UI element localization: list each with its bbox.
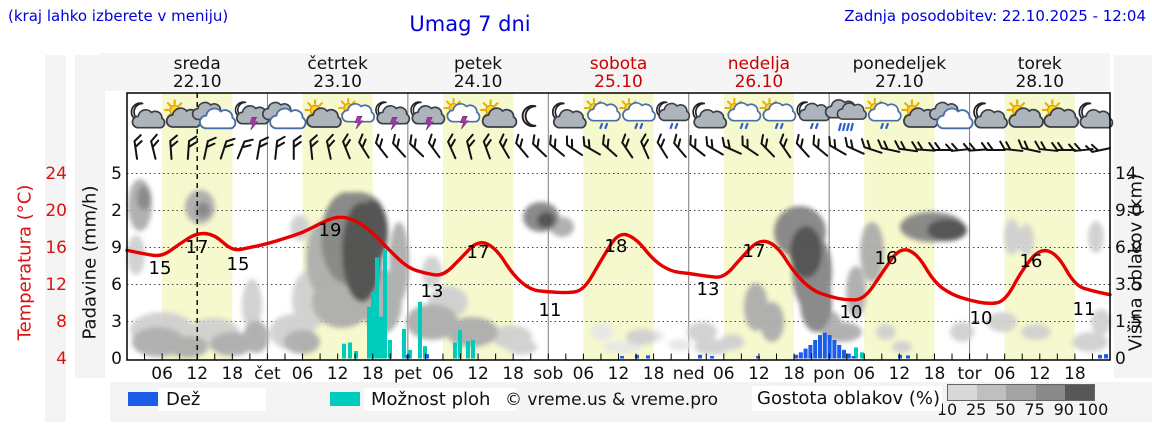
weather-icon-sun-cloud — [480, 99, 518, 128]
weather-icon-sun-rain — [619, 97, 656, 130]
weather-icon-sun-cloud — [304, 99, 342, 128]
rain-legend-label: Dež — [166, 389, 201, 410]
weather-icon-moon-storm — [410, 101, 446, 131]
svg-text:13: 13 — [421, 281, 444, 302]
cloud-density-scale-segment — [1064, 385, 1095, 400]
last-update-text: Zadnja posodobitev: 22.10.2025 - 12:04 — [844, 7, 1146, 25]
weather-icon-sun-cloud — [1006, 99, 1044, 128]
day-header-band — [100, 53, 1110, 91]
x-minor-ticks — [144, 353, 1093, 360]
gridlines — [127, 173, 1110, 322]
weather-icon-moon-cloud — [551, 102, 587, 129]
weather-icon-sun-storm — [443, 97, 481, 130]
cloud-density-scale — [947, 384, 1095, 401]
temp-axis-strip — [45, 55, 66, 422]
weather-icon-sun-rain — [759, 97, 797, 130]
svg-text:13: 13 — [697, 279, 720, 300]
credit-link[interactable]: © vreme.us & vreme.pro — [505, 390, 719, 410]
svg-text:15: 15 — [227, 254, 250, 275]
rain-bars — [406, 332, 1108, 359]
weather-icon-moon-storm — [375, 101, 411, 131]
weather-icon-moon-cloud — [130, 102, 166, 129]
menu-hint-text: (kraj lahko izberete v meniju) — [8, 7, 229, 25]
showers-legend-swatch — [330, 392, 360, 406]
cloud-density-scale-segment — [977, 385, 1007, 400]
rain-legend-swatch — [128, 392, 158, 406]
plot-frame — [126, 92, 1111, 361]
right-axis-strip — [1114, 55, 1152, 378]
svg-text:10: 10 — [840, 302, 863, 323]
svg-text:18: 18 — [605, 236, 628, 257]
weather-icon-clouds-rain — [824, 98, 867, 132]
weather-icon-moon-rain — [656, 101, 691, 130]
cloud-density-scale-segment — [948, 385, 978, 400]
temperature-line — [125, 215, 1112, 306]
cloud-density-scale-segment — [1035, 385, 1065, 400]
weather-icon-clouds — [262, 101, 307, 130]
cloud-density-legend-box — [752, 386, 942, 411]
svg-text:16: 16 — [1020, 251, 1043, 272]
cloud-density-label: Gostota oblakov (%) — [757, 388, 941, 409]
svg-text:17: 17 — [467, 242, 490, 263]
cloud-shading — [127, 179, 1111, 358]
svg-text:11: 11 — [539, 300, 562, 321]
precip-axis-strip — [75, 55, 105, 378]
weather-icon-clouds — [929, 101, 974, 130]
weather-icon-clouds — [191, 101, 237, 130]
weather-icon-sun-storm — [338, 97, 376, 130]
rain-legend-box — [158, 388, 266, 411]
weather-icon-moon-cloud — [1078, 102, 1114, 129]
svg-text:15: 15 — [149, 258, 172, 279]
showers-legend-box — [364, 388, 516, 411]
shower-bars — [342, 249, 864, 359]
weather-icon-moon-cloud — [973, 102, 1008, 129]
svg-text:10: 10 — [970, 308, 993, 329]
showers-legend-label: Možnost ploh — [371, 389, 491, 410]
weather-icon-sun-cloud — [1041, 99, 1079, 128]
weather-icon-moon-rain — [796, 101, 831, 130]
weather-icon-sun-rain — [724, 97, 762, 130]
svg-text:17: 17 — [743, 241, 766, 262]
weather-icon-sun-rain — [864, 97, 902, 130]
weather-icon-moon-cloud — [692, 102, 728, 129]
svg-text:16: 16 — [875, 248, 898, 269]
svg-text:11: 11 — [1073, 299, 1096, 320]
weather-icon-moon — [521, 104, 537, 128]
svg-text:19: 19 — [319, 220, 342, 241]
cloud-density-scale-segment — [1006, 385, 1036, 400]
weather-icon-sun-rain — [583, 97, 621, 130]
weather-icons — [130, 97, 1114, 132]
wind-barbs — [133, 133, 1112, 160]
page-title: Umag 7 dni — [409, 12, 531, 36]
